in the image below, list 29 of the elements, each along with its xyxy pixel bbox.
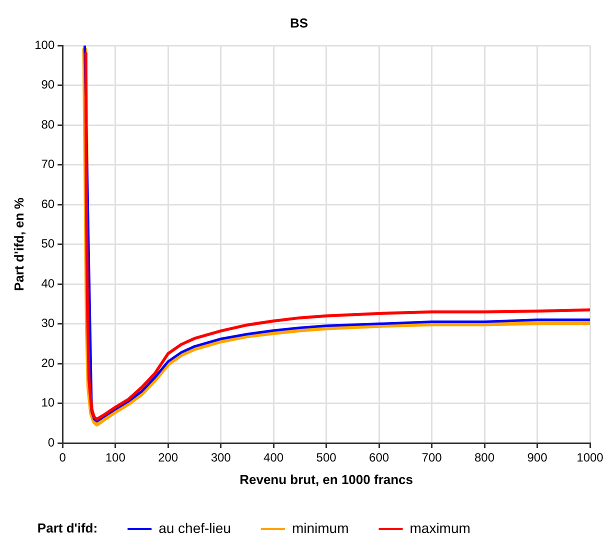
chart-title: BS [290,15,308,30]
x-tick-label: 500 [316,450,337,465]
y-tick-label: 40 [41,276,55,290]
legend-label: maximum [410,520,470,536]
y-tick-label: 0 [48,435,55,450]
x-tick-label: 1000 [576,450,604,465]
x-tick-label: 900 [527,450,548,465]
x-tick-label: 600 [369,450,390,465]
legend-label: au chef-lieu [158,520,231,536]
y-tick-label: 60 [41,196,55,211]
y-tick-label: 70 [41,157,55,172]
y-tick-label: 20 [41,356,55,370]
x-axis-title: Revenu brut, en 1000 francs [240,472,414,487]
y-tick-label: 80 [41,117,55,132]
y-tick-label: 10 [41,396,55,410]
y-tick-label: 90 [41,78,55,92]
x-tick-label: 0 [59,450,66,465]
x-tick-label: 100 [105,450,126,465]
y-tick-label: 50 [41,236,55,251]
legend-label: minimum [292,520,349,536]
x-tick-label: 300 [210,450,232,465]
legend-title: Part d'ifd: [37,520,98,536]
y-axis-title: Part d'ifd, en % [11,197,26,291]
y-tick-label: 100 [34,38,55,52]
x-tick-label: 800 [474,450,495,465]
x-tick-label: 400 [264,450,284,465]
x-tick-label: 700 [422,450,442,465]
x-tick-label: 200 [158,450,178,465]
y-tick-label: 30 [41,316,55,330]
